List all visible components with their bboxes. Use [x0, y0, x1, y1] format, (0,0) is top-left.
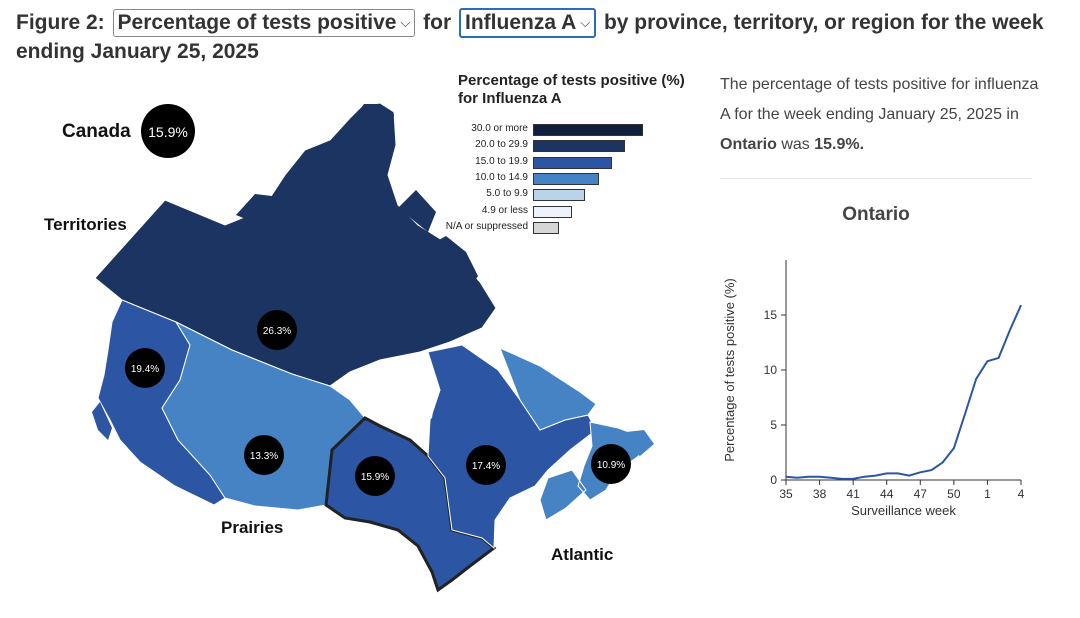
x-tick-label: 38 — [813, 487, 827, 501]
figure-prefix: Figure 2: — [16, 11, 105, 34]
label-atlantic: Atlantic — [551, 545, 613, 564]
bubble-atlantic: 10.9% — [591, 444, 631, 484]
canada-map: 15.9% Canada 26.3% 19.4% 13.3% 15.9% 17.… — [44, 102, 654, 593]
legend-item-swatch — [533, 189, 585, 202]
value-atlantic: 10.9% — [597, 460, 625, 471]
chevron-down-icon: ⌵ — [580, 15, 591, 31]
description-text: The percentage of tests positive for inf… — [720, 70, 1040, 160]
legend-item-label: 4.9 or less — [481, 204, 528, 216]
ontario-line-chart: 0 5 10 15 35 38 41 44 47 50 1 4 Surveillance week Per… — [722, 260, 1025, 518]
legend-item-label: 10.0 to 14.9 — [475, 171, 528, 183]
vancouver-island — [92, 402, 112, 440]
legend-item-swatch — [533, 205, 572, 218]
bubble-ontario: 15.9% — [355, 456, 395, 496]
series-line — [785, 304, 1022, 480]
bubble-british-columbia: 19.4% — [125, 348, 165, 388]
legend-item-swatch — [533, 221, 559, 234]
legend-item: N/A or suppressed — [430, 221, 690, 234]
legend-item-swatch — [533, 172, 599, 185]
virus-select-value: Influenza A — [465, 11, 577, 34]
value-british-columbia: 19.4% — [131, 364, 159, 375]
y-tick-label: 5 — [770, 418, 777, 432]
description-middle: was — [781, 136, 810, 153]
description-value: 15.9%. — [814, 136, 865, 153]
canada-label: Canada — [62, 121, 131, 142]
legend-item: 30.0 or more — [430, 123, 690, 136]
legend-item: 15.0 to 19.9 — [430, 156, 690, 169]
x-axis-label: Surveillance week — [851, 503, 956, 518]
y-tick-label: 10 — [764, 363, 778, 377]
measure-select[interactable]: Percentage of tests positive ⌵ — [112, 9, 416, 38]
region-prairies[interactable] — [161, 320, 366, 511]
x-tick-label: 1 — [984, 487, 991, 501]
x-tick-label: 47 — [914, 487, 928, 501]
virus-select[interactable]: Influenza A ⌵ — [459, 8, 597, 39]
arctic-islands — [236, 104, 478, 322]
y-tick-label: 0 — [770, 473, 777, 487]
heading-connector: for — [423, 11, 452, 34]
legend-item-label: 30.0 or more — [471, 123, 528, 134]
legend-item-swatch — [533, 124, 643, 136]
bubble-prairies: 13.3% — [244, 435, 284, 475]
canada-bubble: 15.9% — [141, 104, 195, 158]
legend-item-label: N/A or suppressed — [445, 220, 528, 232]
measure-select-value: Percentage of tests positive — [117, 11, 397, 34]
legend-item-swatch — [533, 140, 625, 153]
legend-item: 4.9 or less — [430, 205, 690, 218]
chart-title: Ontario — [842, 204, 910, 225]
description-before: The percentage of tests positive for inf… — [720, 76, 1039, 123]
bubble-quebec: 17.4% — [466, 445, 506, 485]
label-territories: Territories — [44, 215, 127, 234]
newfoundland-island — [626, 430, 654, 456]
label-prairies: Prairies — [221, 518, 283, 537]
x-tick-label: 4 — [1018, 487, 1025, 501]
figure-heading: Figure 2: Percentage of tests positive ⌵ … — [16, 8, 1066, 66]
canada-value: 15.9% — [148, 124, 188, 140]
legend-item-label: 5.0 to 9.9 — [486, 188, 528, 200]
divider — [720, 178, 1032, 179]
y-tick-label: 15 — [764, 308, 778, 322]
legend-item: 10.0 to 14.9 — [430, 172, 690, 185]
legend-item: 20.0 to 29.9 — [430, 139, 690, 153]
heading-suffix: by province, territory, or region for th… — [16, 11, 1044, 64]
x-tick-label: 41 — [846, 487, 860, 501]
y-axis-label: Percentage of tests positive (%) — [722, 278, 737, 462]
legend-item-label: 15.0 to 19.9 — [475, 155, 528, 167]
value-prairies: 13.3% — [250, 451, 278, 462]
x-tick-label: 35 — [779, 487, 793, 501]
chevron-down-icon: ⌵ — [400, 15, 411, 31]
bubble-territories: 26.3% — [257, 310, 297, 350]
legend-title: Percentage of tests positive (%) for Inf… — [458, 72, 685, 107]
description-region: Ontario — [720, 136, 777, 153]
value-quebec: 17.4% — [472, 461, 500, 472]
hudson-bay — [345, 358, 436, 432]
legend-rows: 30.0 or more 20.0 to 29.9 15.0 to 19.9 10.0… — [430, 123, 690, 234]
legend-item-label: 20.0 to 29.9 — [475, 139, 528, 151]
x-tick-label: 44 — [880, 487, 894, 501]
legend-item-swatch — [533, 156, 612, 169]
legend-item: 5.0 to 9.9 — [430, 188, 690, 202]
map-legend: Percentage of tests positive (%) for Inf… — [430, 72, 690, 234]
value-ontario: 15.9% — [361, 472, 389, 483]
value-territories: 26.3% — [263, 326, 291, 337]
x-tick-label: 50 — [947, 487, 961, 501]
